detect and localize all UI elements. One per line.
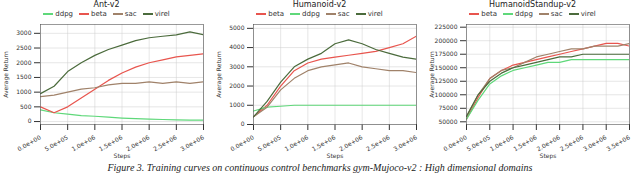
html-text:Ant-v2: Ant-v2 — [93, 0, 120, 9]
svg-text:5.0e+05: 5.0e+05 — [43, 133, 69, 152]
svg-text:Average Return: Average Return — [428, 51, 436, 98]
html-text:Figure 3. Training curves on c: Figure 3. Training curves on continuous … — [107, 162, 533, 173]
svg-text:1.0e+06: 1.0e+06 — [283, 133, 309, 152]
svg-text:3000: 3000 — [229, 63, 244, 70]
svg-text:2000: 2000 — [16, 59, 31, 66]
html-text:HumanoidStandup-v2: HumanoidStandup-v2 — [489, 0, 576, 9]
html-text:sac: sac — [124, 10, 137, 18]
svg-text:75000: 75000 — [438, 104, 457, 111]
svg-text:1.0e+06: 1.0e+06 — [70, 133, 96, 152]
html-text:sac: sac — [337, 10, 350, 18]
html-text:beta: beta — [91, 10, 107, 18]
svg-text:200000: 200000 — [435, 37, 458, 44]
svg-text:0.0e+00: 0.0e+00 — [229, 133, 255, 152]
html-text:virel: virel — [580, 10, 596, 18]
html-text:virel: virel — [154, 10, 170, 18]
svg-text:2.5e+06: 2.5e+06 — [152, 133, 178, 152]
svg-text:150000: 150000 — [435, 64, 458, 71]
svg-text:3.5e+06: 3.5e+06 — [605, 133, 631, 152]
svg-text:Steps: Steps — [540, 152, 557, 160]
svg-text:175000: 175000 — [435, 50, 458, 57]
svg-text:1.5e+06: 1.5e+06 — [311, 133, 337, 152]
svg-text:1500: 1500 — [16, 73, 31, 80]
svg-text:2500: 2500 — [16, 44, 31, 51]
html-text:virel: virel — [367, 10, 383, 18]
svg-text:Average Return: Average Return — [215, 51, 223, 98]
svg-text:50000: 50000 — [438, 118, 457, 125]
svg-text:1000: 1000 — [229, 101, 244, 108]
svg-text:500: 500 — [20, 103, 32, 110]
svg-text:2.0e+06: 2.0e+06 — [125, 133, 151, 152]
svg-text:5.0e+05: 5.0e+05 — [256, 133, 282, 152]
svg-text:0: 0 — [241, 120, 245, 127]
svg-text:1.5e+06: 1.5e+06 — [512, 133, 538, 152]
svg-text:3.0e+06: 3.0e+06 — [392, 133, 418, 152]
svg-text:3000: 3000 — [16, 29, 31, 36]
svg-text:5.0e+05: 5.0e+05 — [465, 133, 491, 152]
html-text:ddpg: ddpg — [515, 10, 533, 18]
html-text:beta: beta — [268, 10, 285, 18]
svg-text:3.0e+06: 3.0e+06 — [179, 133, 205, 152]
svg-text:1.5e+06: 1.5e+06 — [98, 133, 124, 152]
svg-text:1.0e+06: 1.0e+06 — [489, 133, 515, 152]
svg-text:0.0e+00: 0.0e+00 — [16, 133, 42, 152]
html-text:sac: sac — [550, 10, 563, 18]
html-text:Humanoid-v2: Humanoid-v2 — [292, 0, 347, 9]
svg-text:125000: 125000 — [435, 77, 458, 84]
svg-text:2.5e+06: 2.5e+06 — [558, 133, 584, 152]
svg-text:0.0e+00: 0.0e+00 — [442, 133, 468, 152]
svg-text:2.0e+06: 2.0e+06 — [535, 133, 561, 152]
svg-text:Steps: Steps — [327, 152, 344, 160]
html-text:beta: beta — [481, 10, 498, 18]
svg-text:5000: 5000 — [229, 24, 244, 31]
svg-text:1000: 1000 — [16, 88, 31, 95]
svg-text:225000: 225000 — [435, 23, 458, 30]
svg-text:2000: 2000 — [229, 82, 244, 89]
svg-text:2.5e+06: 2.5e+06 — [365, 133, 391, 152]
html-text:ddpg: ddpg — [302, 10, 320, 18]
svg-text:2.0e+06: 2.0e+06 — [338, 133, 364, 152]
svg-text:4000: 4000 — [229, 43, 244, 50]
svg-text:Average Return: Average Return — [2, 51, 10, 98]
svg-text:100000: 100000 — [435, 91, 458, 98]
svg-text:0: 0 — [28, 117, 32, 124]
html-text:ddpg: ddpg — [55, 10, 73, 18]
svg-text:3.0e+06: 3.0e+06 — [582, 133, 608, 152]
svg-text:Steps: Steps — [114, 152, 131, 160]
